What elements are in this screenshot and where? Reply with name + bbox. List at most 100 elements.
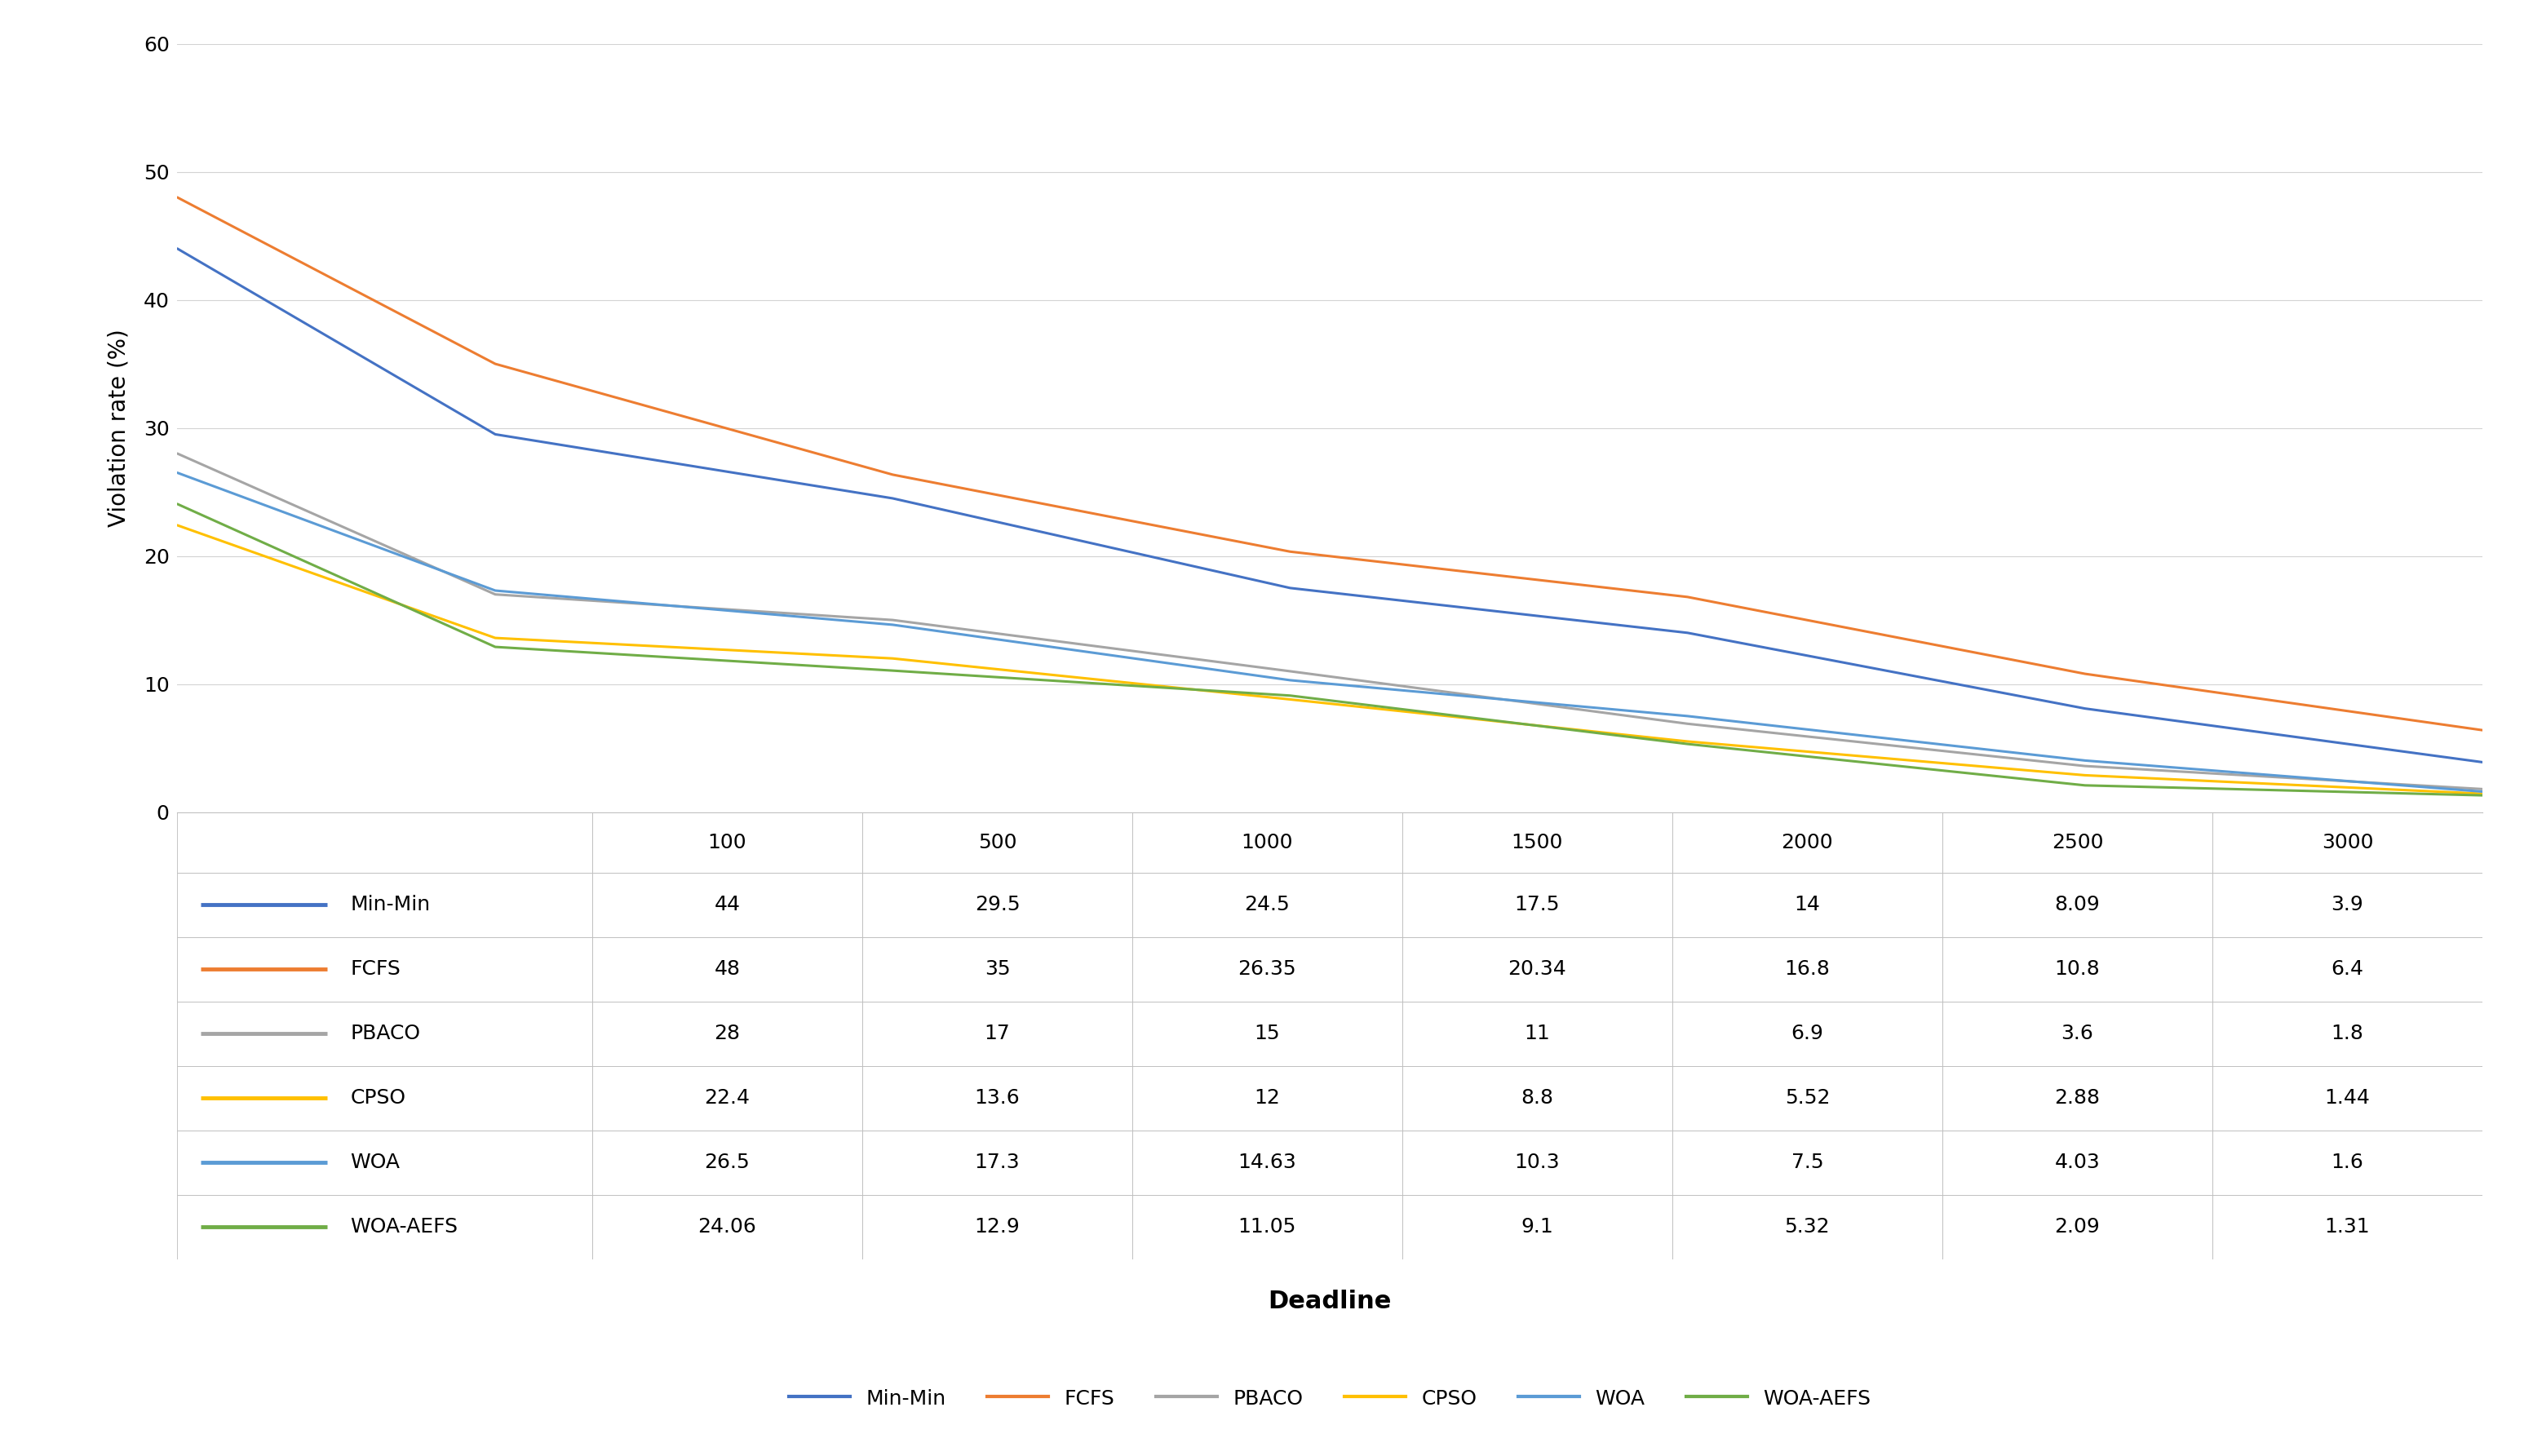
FancyBboxPatch shape	[861, 1195, 1132, 1259]
Text: 10.3: 10.3	[1515, 1153, 1560, 1172]
FancyBboxPatch shape	[861, 1066, 1132, 1130]
Text: 2500: 2500	[2052, 833, 2102, 852]
FancyBboxPatch shape	[1403, 872, 1672, 938]
Text: 48: 48	[714, 960, 740, 978]
Text: 1000: 1000	[1241, 833, 1294, 852]
Text: PBACO: PBACO	[350, 1024, 420, 1044]
Text: 17: 17	[985, 1024, 1011, 1044]
Text: 14.63: 14.63	[1239, 1153, 1297, 1172]
FancyBboxPatch shape	[1403, 1002, 1672, 1066]
Text: 1.8: 1.8	[2330, 1024, 2363, 1044]
Text: 3000: 3000	[2320, 833, 2373, 852]
Text: 6.4: 6.4	[2330, 960, 2363, 978]
FancyBboxPatch shape	[593, 938, 861, 1002]
Text: FCFS: FCFS	[350, 960, 400, 978]
Text: 6.9: 6.9	[1791, 1024, 1824, 1044]
FancyBboxPatch shape	[2211, 812, 2482, 872]
Text: WOA: WOA	[350, 1153, 400, 1172]
FancyBboxPatch shape	[2211, 1195, 2482, 1259]
Text: 22.4: 22.4	[704, 1088, 750, 1108]
Text: 13.6: 13.6	[975, 1088, 1021, 1108]
FancyBboxPatch shape	[1943, 1130, 2211, 1195]
FancyBboxPatch shape	[1672, 938, 1943, 1002]
FancyBboxPatch shape	[1672, 1002, 1943, 1066]
Text: 2.88: 2.88	[2054, 1088, 2100, 1108]
FancyBboxPatch shape	[2211, 1002, 2482, 1066]
Text: 28: 28	[714, 1024, 740, 1044]
FancyBboxPatch shape	[2211, 1130, 2482, 1195]
FancyBboxPatch shape	[861, 1002, 1132, 1066]
Text: 16.8: 16.8	[1786, 960, 1829, 978]
Text: 11: 11	[1525, 1024, 1550, 1044]
Text: 7.5: 7.5	[1791, 1153, 1824, 1172]
FancyBboxPatch shape	[593, 1066, 861, 1130]
Text: 5.32: 5.32	[1786, 1217, 1829, 1236]
FancyBboxPatch shape	[1132, 812, 1403, 872]
FancyBboxPatch shape	[1403, 938, 1672, 1002]
Text: 500: 500	[978, 833, 1016, 852]
Text: 24.5: 24.5	[1244, 895, 1289, 914]
Text: 1.6: 1.6	[2330, 1153, 2363, 1172]
Text: CPSO: CPSO	[350, 1088, 405, 1108]
FancyBboxPatch shape	[1943, 872, 2211, 938]
Text: 4.03: 4.03	[2054, 1153, 2100, 1172]
Text: 12: 12	[1254, 1088, 1279, 1108]
Text: 8.09: 8.09	[2054, 895, 2100, 914]
FancyBboxPatch shape	[177, 1066, 593, 1130]
FancyBboxPatch shape	[2211, 1066, 2482, 1130]
Text: 3.6: 3.6	[2062, 1024, 2095, 1044]
FancyBboxPatch shape	[177, 1002, 593, 1066]
FancyBboxPatch shape	[593, 1002, 861, 1066]
Text: 10.8: 10.8	[2054, 960, 2100, 978]
Text: 5.52: 5.52	[1786, 1088, 1829, 1108]
Text: 1.31: 1.31	[2325, 1217, 2371, 1236]
FancyBboxPatch shape	[861, 812, 1132, 872]
Text: 2.09: 2.09	[2054, 1217, 2100, 1236]
Text: 35: 35	[985, 960, 1011, 978]
Text: 1.44: 1.44	[2325, 1088, 2371, 1108]
FancyBboxPatch shape	[593, 812, 861, 872]
Text: 17.5: 17.5	[1515, 895, 1560, 914]
Text: 20.34: 20.34	[1507, 960, 1565, 978]
Text: 3.9: 3.9	[2330, 895, 2363, 914]
FancyBboxPatch shape	[1672, 872, 1943, 938]
FancyBboxPatch shape	[177, 812, 593, 872]
FancyBboxPatch shape	[1672, 1130, 1943, 1195]
Text: 14: 14	[1793, 895, 1821, 914]
Text: WOA-AEFS: WOA-AEFS	[350, 1217, 458, 1236]
FancyBboxPatch shape	[1943, 1002, 2211, 1066]
Text: 11.05: 11.05	[1239, 1217, 1297, 1236]
FancyBboxPatch shape	[1672, 1066, 1943, 1130]
FancyBboxPatch shape	[1943, 938, 2211, 1002]
FancyBboxPatch shape	[861, 872, 1132, 938]
Legend: Min-Min, FCFS, PBACO, CPSO, WOA, WOA-AEFS: Min-Min, FCFS, PBACO, CPSO, WOA, WOA-AEF…	[780, 1380, 1879, 1417]
Text: 17.3: 17.3	[975, 1153, 1021, 1172]
FancyBboxPatch shape	[1132, 1195, 1403, 1259]
FancyBboxPatch shape	[1132, 872, 1403, 938]
Text: 26.5: 26.5	[704, 1153, 750, 1172]
FancyBboxPatch shape	[1403, 812, 1672, 872]
Text: 29.5: 29.5	[975, 895, 1021, 914]
Text: Min-Min: Min-Min	[350, 895, 431, 914]
Text: 2000: 2000	[1781, 833, 1834, 852]
Text: Deadline: Deadline	[1269, 1290, 1391, 1313]
Text: 24.06: 24.06	[699, 1217, 757, 1236]
FancyBboxPatch shape	[1132, 1130, 1403, 1195]
Text: 100: 100	[707, 833, 747, 852]
FancyBboxPatch shape	[177, 872, 593, 938]
FancyBboxPatch shape	[1132, 1066, 1403, 1130]
Text: 15: 15	[1254, 1024, 1279, 1044]
FancyBboxPatch shape	[1672, 812, 1943, 872]
FancyBboxPatch shape	[593, 1195, 861, 1259]
FancyBboxPatch shape	[2211, 872, 2482, 938]
Text: 8.8: 8.8	[1520, 1088, 1553, 1108]
FancyBboxPatch shape	[1943, 1066, 2211, 1130]
FancyBboxPatch shape	[1403, 1130, 1672, 1195]
FancyBboxPatch shape	[177, 1195, 593, 1259]
FancyBboxPatch shape	[593, 1130, 861, 1195]
Text: 44: 44	[714, 895, 740, 914]
FancyBboxPatch shape	[1403, 1066, 1672, 1130]
FancyBboxPatch shape	[1672, 1195, 1943, 1259]
FancyBboxPatch shape	[593, 872, 861, 938]
Text: 1500: 1500	[1512, 833, 1563, 852]
